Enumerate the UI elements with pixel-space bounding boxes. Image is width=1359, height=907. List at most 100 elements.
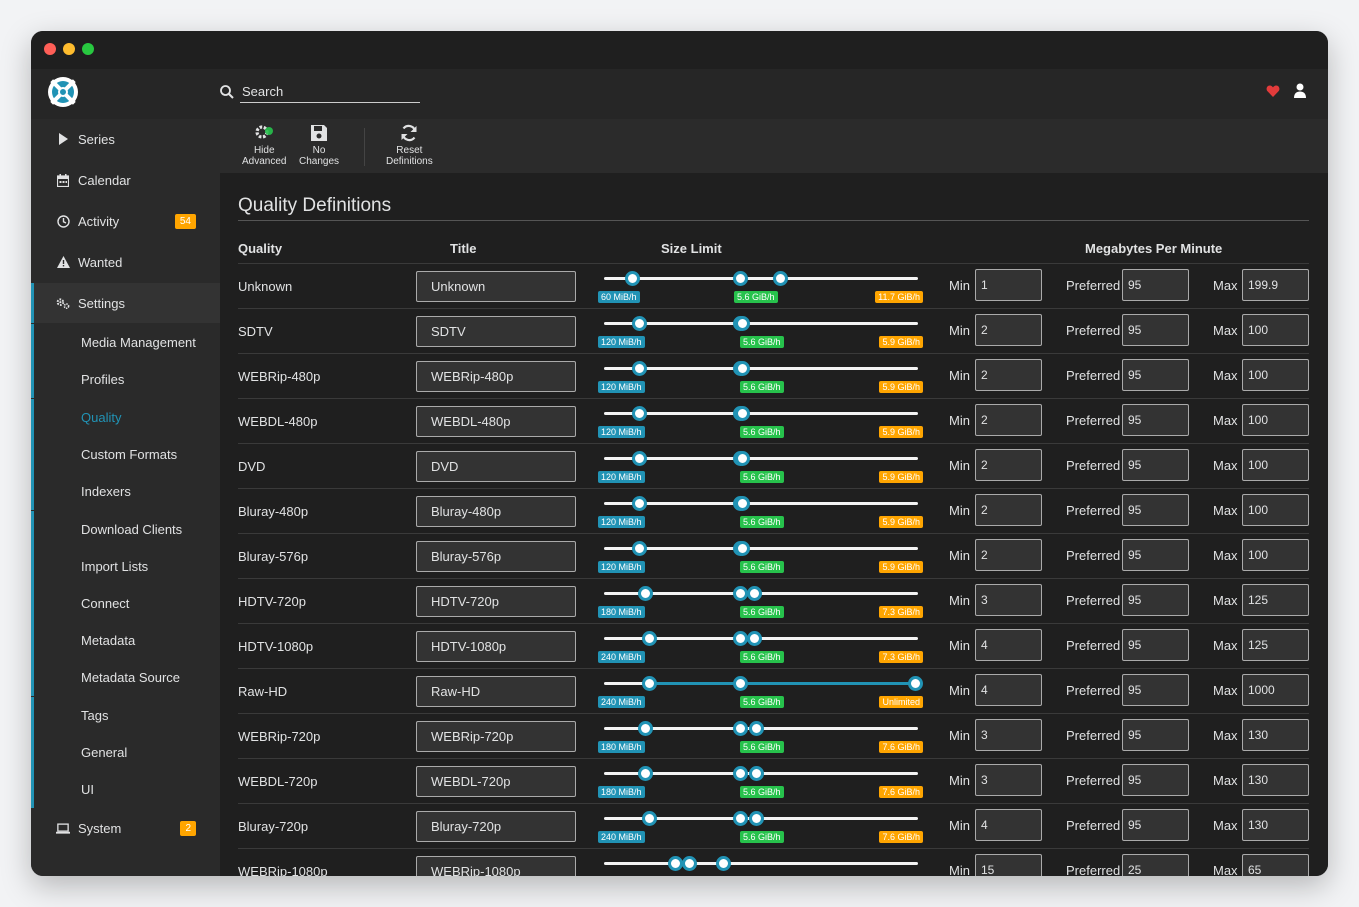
quality-title-input[interactable]	[416, 361, 576, 392]
preferred-input[interactable]	[1122, 764, 1189, 796]
slider-max-thumb[interactable]	[735, 541, 751, 556]
slider-min-thumb[interactable]	[632, 451, 648, 466]
size-limit-slider[interactable]: 240 MiB/h 5.6 GiB/h 7.3 GiB/h	[598, 631, 923, 665]
slider-min-thumb[interactable]	[632, 541, 648, 556]
reset-definitions-button[interactable]: Reset Definitions	[386, 123, 433, 167]
slider-max-thumb[interactable]	[748, 811, 764, 826]
size-limit-slider[interactable]: 120 MiB/h 5.6 GiB/h 5.9 GiB/h	[598, 361, 923, 395]
min-input[interactable]	[975, 359, 1042, 391]
slider-max-thumb[interactable]	[746, 586, 762, 601]
preferred-input[interactable]	[1122, 719, 1189, 751]
max-input[interactable]	[1242, 404, 1309, 436]
quality-title-input[interactable]	[416, 316, 576, 347]
settings-sub-custom-formats[interactable]: Custom Formats	[31, 436, 220, 473]
min-input[interactable]	[975, 719, 1042, 751]
slider-max-thumb[interactable]	[716, 856, 732, 871]
preferred-input[interactable]	[1122, 584, 1189, 616]
min-input[interactable]	[975, 314, 1042, 346]
sidebar-item-system[interactable]: System 2	[31, 808, 220, 848]
size-limit-slider[interactable]	[598, 856, 923, 876]
quality-title-input[interactable]	[416, 631, 576, 662]
settings-sub-ui[interactable]: UI	[31, 771, 220, 808]
min-input[interactable]	[975, 494, 1042, 526]
slider-min-thumb[interactable]	[641, 811, 657, 826]
slider-min-thumb[interactable]	[632, 406, 648, 421]
slider-preferred-thumb[interactable]	[733, 631, 748, 646]
size-limit-slider[interactable]: 120 MiB/h 5.6 GiB/h 5.9 GiB/h	[598, 496, 923, 530]
slider-min-thumb[interactable]	[637, 766, 653, 781]
quality-title-input[interactable]	[416, 811, 576, 842]
quality-title-input[interactable]	[416, 406, 576, 437]
max-input[interactable]	[1242, 674, 1309, 706]
settings-sub-import-lists[interactable]: Import Lists	[31, 548, 220, 585]
size-limit-slider[interactable]: 120 MiB/h 5.6 GiB/h 5.9 GiB/h	[598, 541, 923, 575]
size-limit-slider[interactable]: 120 MiB/h 5.6 GiB/h 5.9 GiB/h	[598, 451, 923, 485]
slider-max-thumb[interactable]	[735, 451, 751, 466]
settings-sub-general[interactable]: General	[31, 734, 220, 771]
sidebar-item-series[interactable]: Series	[31, 119, 220, 159]
slider-min-thumb[interactable]	[641, 676, 657, 691]
min-input[interactable]	[975, 449, 1042, 481]
quality-title-input[interactable]	[416, 586, 576, 617]
settings-sub-media-management[interactable]: Media Management	[31, 324, 220, 361]
preferred-input[interactable]	[1122, 269, 1189, 301]
min-input[interactable]	[975, 809, 1042, 841]
preferred-input[interactable]	[1122, 854, 1189, 876]
min-input[interactable]	[975, 629, 1042, 661]
minimize-window-button[interactable]	[63, 43, 75, 55]
sidebar-item-calendar[interactable]: Calendar	[31, 160, 220, 200]
settings-sub-metadata[interactable]: Metadata	[31, 622, 220, 659]
max-input[interactable]	[1242, 449, 1309, 481]
slider-min-thumb[interactable]	[624, 271, 640, 286]
max-input[interactable]	[1242, 719, 1309, 751]
quality-title-input[interactable]	[416, 721, 576, 752]
settings-sub-connect[interactable]: Connect	[31, 585, 220, 622]
settings-sub-metadata-source[interactable]: Metadata Source	[31, 659, 220, 696]
maximize-window-button[interactable]	[82, 43, 94, 55]
slider-min-thumb[interactable]	[632, 496, 648, 511]
min-input[interactable]	[975, 404, 1042, 436]
preferred-input[interactable]	[1122, 629, 1189, 661]
close-window-button[interactable]	[44, 43, 56, 55]
max-input[interactable]	[1242, 494, 1309, 526]
max-input[interactable]	[1242, 764, 1309, 796]
sidebar-item-settings[interactable]: Settings	[31, 283, 220, 323]
slider-preferred-thumb[interactable]	[682, 856, 698, 871]
heart-icon[interactable]	[1266, 84, 1280, 98]
size-limit-slider[interactable]: 180 MiB/h 5.6 GiB/h 7.3 GiB/h	[598, 586, 923, 620]
min-input[interactable]	[975, 674, 1042, 706]
preferred-input[interactable]	[1122, 809, 1189, 841]
quality-title-input[interactable]	[416, 451, 576, 482]
settings-sub-quality[interactable]: Quality	[31, 399, 220, 436]
preferred-input[interactable]	[1122, 404, 1189, 436]
slider-max-thumb[interactable]	[735, 496, 751, 511]
size-limit-slider[interactable]: 120 MiB/h 5.6 GiB/h 5.9 GiB/h	[598, 406, 923, 440]
slider-preferred-thumb[interactable]	[733, 586, 748, 601]
max-input[interactable]	[1242, 629, 1309, 661]
slider-preferred-thumb[interactable]	[733, 766, 748, 781]
quality-title-input[interactable]	[416, 856, 576, 876]
slider-max-thumb[interactable]	[746, 631, 762, 646]
quality-title-input[interactable]	[416, 496, 576, 527]
slider-max-thumb[interactable]	[735, 406, 751, 421]
slider-min-thumb[interactable]	[632, 316, 648, 331]
slider-min-thumb[interactable]	[637, 721, 653, 736]
slider-min-thumb[interactable]	[641, 631, 657, 646]
max-input[interactable]	[1242, 314, 1309, 346]
slider-max-thumb[interactable]	[773, 271, 789, 286]
quality-title-input[interactable]	[416, 766, 576, 797]
slider-preferred-thumb[interactable]	[733, 721, 748, 736]
slider-preferred-thumb[interactable]	[733, 271, 748, 286]
min-input[interactable]	[975, 764, 1042, 796]
settings-sub-tags[interactable]: Tags	[31, 697, 220, 734]
slider-preferred-thumb[interactable]	[733, 811, 748, 826]
max-input[interactable]	[1242, 269, 1309, 301]
size-limit-slider[interactable]: 60 MiB/h 5.6 GiB/h 11.7 GiB/h	[598, 271, 923, 305]
user-icon[interactable]	[1293, 83, 1307, 99]
preferred-input[interactable]	[1122, 359, 1189, 391]
preferred-input[interactable]	[1122, 539, 1189, 571]
max-input[interactable]	[1242, 854, 1309, 876]
sidebar-item-wanted[interactable]: Wanted	[31, 242, 220, 282]
slider-max-thumb[interactable]	[735, 316, 751, 331]
preferred-input[interactable]	[1122, 449, 1189, 481]
